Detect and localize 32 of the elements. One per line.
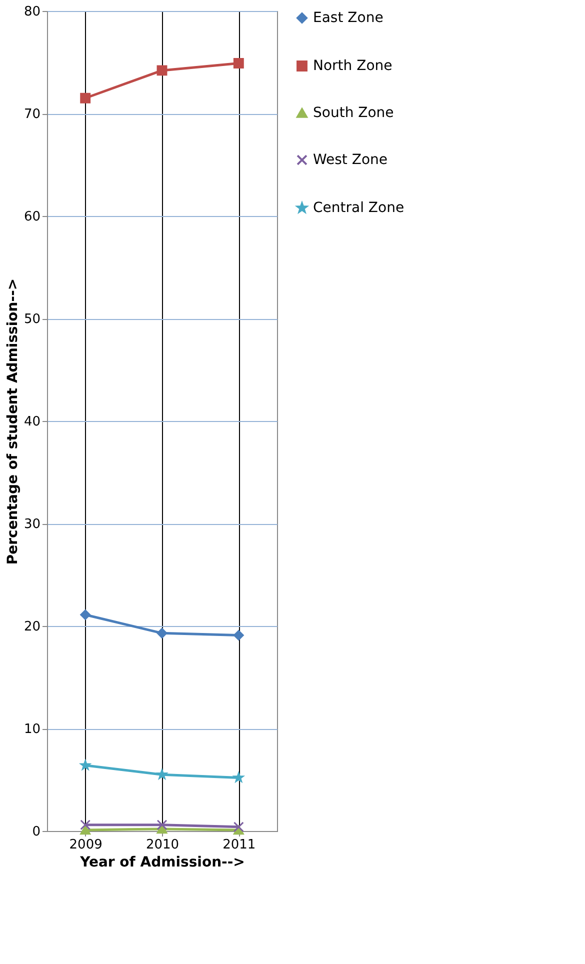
point	[156, 65, 168, 76]
y-tick-label: 30	[24, 517, 40, 532]
point	[156, 628, 168, 638]
x-tick-label: 2009	[69, 838, 102, 852]
x-tick-label: 2011	[222, 838, 256, 852]
y-tick-label: 70	[24, 107, 40, 122]
y-tick-label: 20	[24, 620, 40, 634]
y-tick-label: 80	[24, 4, 40, 20]
legend-label: West Zone	[313, 152, 388, 168]
point	[233, 58, 244, 68]
point	[80, 92, 91, 104]
point	[157, 769, 167, 779]
x-tick-label: 2010	[146, 838, 180, 852]
point	[233, 630, 244, 640]
point	[233, 822, 244, 832]
y-tick-label: 0	[32, 824, 40, 840]
legend-label: East Zone	[313, 10, 384, 26]
point	[80, 610, 91, 620]
point	[234, 772, 244, 782]
point	[156, 820, 168, 830]
y-axis-title: Percentage of student Admission-->	[4, 278, 21, 565]
point	[80, 820, 91, 830]
y-tick-label: 10	[24, 722, 40, 737]
point	[80, 825, 91, 835]
legend-label: North Zone	[313, 58, 392, 74]
y-tick-label: 50	[24, 312, 40, 327]
y-tick-label: 40	[24, 414, 40, 430]
y-tick-label: 60	[24, 210, 40, 224]
point	[80, 760, 90, 770]
legend-label: Central Zone	[313, 200, 404, 216]
x-axis-title: Year of Admission-->	[79, 854, 245, 870]
legend-label: South Zone	[313, 105, 394, 121]
